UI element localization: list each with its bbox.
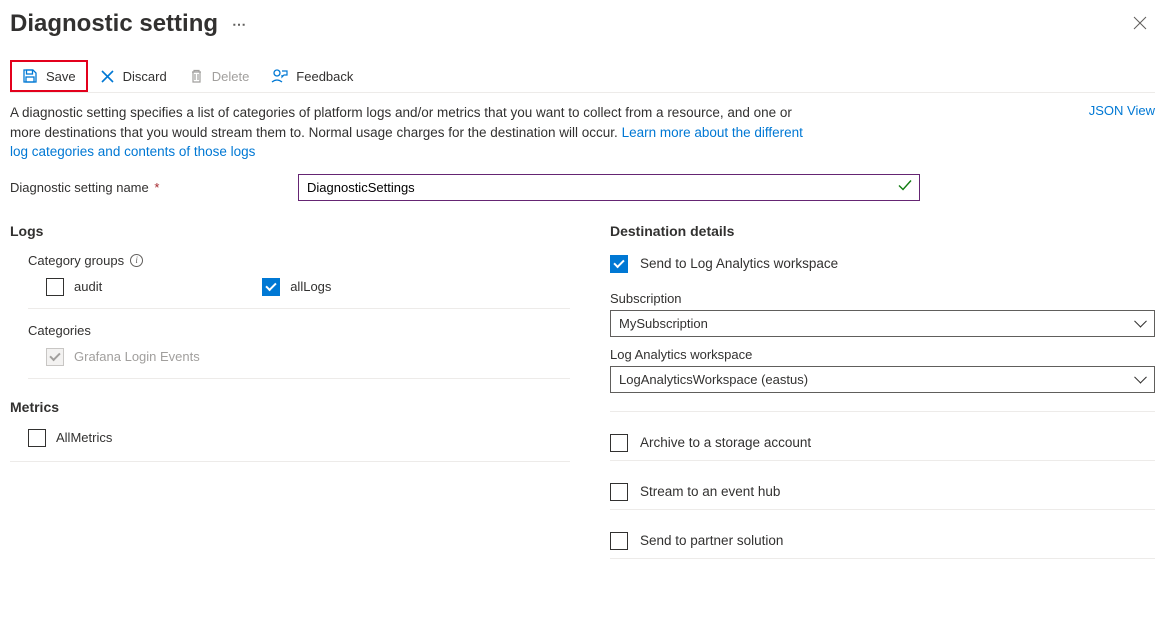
- feedback-icon: [271, 68, 288, 84]
- save-button-label: Save: [46, 69, 76, 84]
- checkbox-allmetrics-label: AllMetrics: [56, 430, 112, 445]
- checkbox-alllogs-box[interactable]: [262, 278, 280, 296]
- metrics-heading: Metrics: [10, 399, 570, 415]
- category-groups-label: Category groups i: [28, 253, 570, 268]
- workspace-select[interactable]: LogAnalyticsWorkspace (eastus): [610, 366, 1155, 393]
- info-icon[interactable]: i: [130, 254, 143, 267]
- subscription-value: MySubscription: [619, 316, 708, 331]
- logs-heading: Logs: [10, 223, 570, 239]
- checkbox-audit[interactable]: audit: [46, 278, 102, 296]
- dest-storage-label: Archive to a storage account: [640, 435, 811, 450]
- checkbox-alllogs-label: allLogs: [290, 279, 331, 294]
- destination-heading: Destination details: [610, 223, 1155, 239]
- dest-log-analytics-label: Send to Log Analytics workspace: [640, 256, 838, 271]
- dest-storage[interactable]: Archive to a storage account: [610, 426, 1155, 461]
- toolbar: Save Discard Delete Feedback: [10, 60, 1155, 93]
- checkbox-storage-box[interactable]: [610, 434, 628, 452]
- save-icon: [22, 68, 38, 84]
- discard-icon: [100, 69, 115, 84]
- subscription-label: Subscription: [610, 291, 1155, 306]
- discard-button[interactable]: Discard: [90, 63, 177, 90]
- discard-button-label: Discard: [123, 69, 167, 84]
- checkbox-grafana-login-events-box: [46, 348, 64, 366]
- workspace-value: LogAnalyticsWorkspace (eastus): [619, 372, 808, 387]
- save-button[interactable]: Save: [12, 62, 86, 90]
- valid-check-icon: [898, 180, 912, 195]
- setting-name-input[interactable]: [298, 174, 920, 201]
- category-groups-label-text: Category groups: [28, 253, 124, 268]
- dest-partner[interactable]: Send to partner solution: [610, 524, 1155, 559]
- subscription-select[interactable]: MySubscription: [610, 310, 1155, 337]
- checkbox-grafana-login-events-label: Grafana Login Events: [74, 349, 200, 364]
- description-text: A diagnostic setting specifies a list of…: [10, 103, 810, 162]
- dest-eventhub-label: Stream to an event hub: [640, 484, 780, 499]
- close-icon[interactable]: [1125, 11, 1155, 37]
- checkbox-partner-box[interactable]: [610, 532, 628, 550]
- checkbox-eventhub-box[interactable]: [610, 483, 628, 501]
- workspace-label: Log Analytics workspace: [610, 347, 1155, 362]
- checkbox-audit-box[interactable]: [46, 278, 64, 296]
- delete-button: Delete: [179, 62, 260, 90]
- checkbox-allmetrics-box[interactable]: [28, 429, 46, 447]
- dest-eventhub[interactable]: Stream to an event hub: [610, 475, 1155, 510]
- checkbox-allmetrics[interactable]: AllMetrics: [28, 429, 570, 447]
- blade-title-text: Diagnostic setting: [10, 10, 218, 38]
- blade-title: Diagnostic setting ⋯: [10, 10, 247, 38]
- categories-label: Categories: [28, 323, 570, 338]
- save-highlight-box: Save: [10, 60, 88, 92]
- required-asterisk: *: [154, 180, 159, 195]
- checkbox-alllogs[interactable]: allLogs: [262, 278, 331, 296]
- feedback-button-label: Feedback: [296, 69, 353, 84]
- checkbox-log-analytics-box[interactable]: [610, 255, 628, 273]
- setting-name-label: Diagnostic setting name *: [10, 180, 290, 195]
- dest-partner-label: Send to partner solution: [640, 533, 783, 548]
- more-icon[interactable]: ⋯: [232, 16, 247, 33]
- delete-icon: [189, 68, 204, 84]
- checkbox-audit-label: audit: [74, 279, 102, 294]
- json-view-link[interactable]: JSON View: [1089, 103, 1155, 118]
- dest-log-analytics[interactable]: Send to Log Analytics workspace: [610, 253, 1155, 281]
- setting-name-label-text: Diagnostic setting name: [10, 180, 149, 195]
- checkbox-grafana-login-events: Grafana Login Events: [28, 348, 570, 366]
- feedback-button[interactable]: Feedback: [261, 62, 363, 90]
- delete-button-label: Delete: [212, 69, 250, 84]
